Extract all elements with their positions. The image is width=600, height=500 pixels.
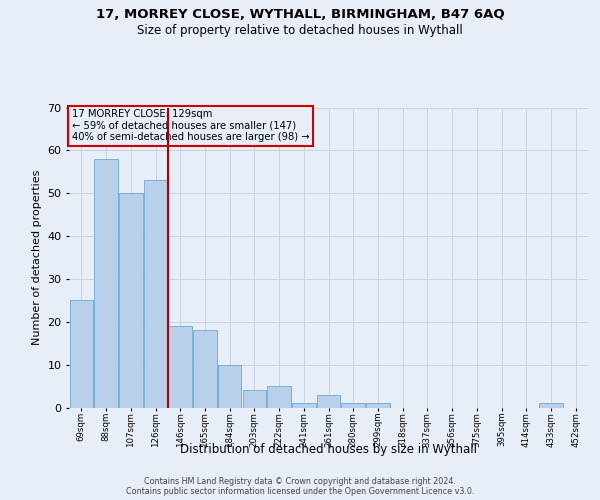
Bar [242,390,266,407]
Bar [341,403,365,407]
Bar [94,159,118,408]
Text: Size of property relative to detached houses in Wythall: Size of property relative to detached ho… [137,24,463,37]
Text: Contains HM Land Registry data © Crown copyright and database right 2024.
Contai: Contains HM Land Registry data © Crown c… [126,476,474,496]
Text: Distribution of detached houses by size in Wythall: Distribution of detached houses by size … [181,442,478,456]
Bar [292,403,316,407]
Bar [119,193,143,408]
Bar [70,300,93,408]
Bar [268,386,291,407]
Text: 17 MORREY CLOSE: 129sqm
← 59% of detached houses are smaller (147)
40% of semi-d: 17 MORREY CLOSE: 129sqm ← 59% of detache… [71,109,309,142]
Bar [539,403,563,407]
Bar [218,364,241,408]
Bar [317,394,340,407]
Bar [366,403,389,407]
Text: 17, MORREY CLOSE, WYTHALL, BIRMINGHAM, B47 6AQ: 17, MORREY CLOSE, WYTHALL, BIRMINGHAM, B… [95,8,505,20]
Bar [193,330,217,407]
Bar [144,180,167,408]
Bar [169,326,192,407]
Y-axis label: Number of detached properties: Number of detached properties [32,170,41,345]
